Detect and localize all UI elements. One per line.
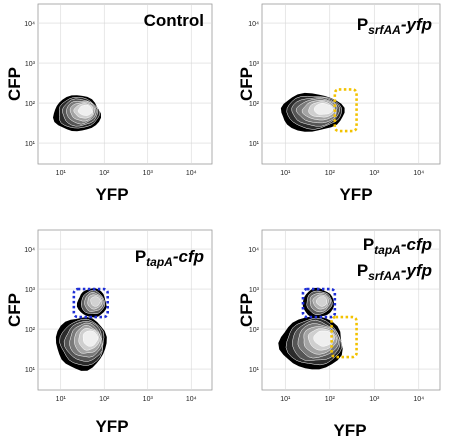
density-contour <box>316 296 328 307</box>
title-text: Control <box>144 11 204 30</box>
title-suffix: -yfp <box>401 261 432 280</box>
panel-title: PsrfAA-yfp <box>357 15 432 37</box>
y-tick-label: 10⁴ <box>24 247 35 254</box>
title-subscript: tapA <box>374 243 401 257</box>
y-tick-label: 10¹ <box>25 367 36 374</box>
title-prefix: P <box>363 235 374 254</box>
gates <box>72 287 109 319</box>
tick-labels: 10¹ 10² 10³ 10⁴ 10¹ 10² 10³ 10⁴ <box>24 247 196 403</box>
title-prefix: P <box>357 15 368 34</box>
y-tick-label: 10³ <box>249 287 260 294</box>
y-axis-label: CFP <box>5 67 24 101</box>
population-main <box>52 95 102 132</box>
population-main <box>280 92 345 132</box>
title-subscript: tapA <box>146 255 173 269</box>
panel-tapA-cfp: 10¹ 10² 10³ 10⁴ 10¹ 10² 10³ 10⁴ PtapA-cfp YFP C… <box>5 229 213 436</box>
x-tick-label: 10⁴ <box>186 396 197 403</box>
density-contour <box>313 330 333 347</box>
panel-tapA-cfp-srfAA-yfp: 10¹ 10² 10³ 10⁴ 10¹ 10² 10³ 10⁴ PtapA-cfp PsrfA… <box>237 229 441 440</box>
populations <box>278 287 343 370</box>
x-tick-label: 10⁴ <box>413 396 424 403</box>
y-tick-label: 10¹ <box>249 367 260 374</box>
x-tick-label: 10² <box>99 170 110 177</box>
tick-labels: 10¹ 10² 10³ 10⁴ 10¹ 10² 10³ 10⁴ <box>24 21 196 177</box>
gate-rectangle <box>301 287 337 319</box>
populations <box>55 288 107 371</box>
population-main <box>55 316 107 371</box>
populations <box>52 95 102 132</box>
x-axis-label: YFP <box>95 185 128 204</box>
x-tick-label: 10¹ <box>280 170 291 177</box>
y-tick-label: 10⁴ <box>248 21 259 28</box>
title-suffix: -cfp <box>401 235 432 254</box>
y-tick-label: 10⁴ <box>248 247 259 254</box>
y-axis-label: CFP <box>237 293 256 327</box>
x-tick-label: 10⁴ <box>413 170 424 177</box>
x-axis-label: YFP <box>339 185 372 204</box>
x-axis-label: YFP <box>95 417 128 436</box>
density-contour <box>313 102 333 115</box>
title-suffix: -yfp <box>401 15 432 34</box>
tick-labels: 10¹ 10² 10³ 10⁴ 10¹ 10² 10³ 10⁴ <box>248 247 424 403</box>
panel-title-line-2: PsrfAA-yfp <box>357 261 432 283</box>
x-tick-label: 10² <box>325 396 336 403</box>
y-tick-label: 10² <box>249 327 260 334</box>
y-axis-label: CFP <box>237 67 256 101</box>
y-tick-label: 10³ <box>25 287 36 294</box>
population-main <box>278 316 343 370</box>
title-subscript: srfAA <box>368 269 401 283</box>
x-tick-label: 10² <box>325 170 336 177</box>
x-tick-label: 10¹ <box>56 396 67 403</box>
gate-rectangle <box>330 315 358 359</box>
density-contour <box>90 296 101 307</box>
gates <box>333 88 358 133</box>
y-tick-label: 10² <box>249 101 260 108</box>
gates <box>301 287 358 359</box>
x-tick-label: 10¹ <box>280 396 291 403</box>
title-prefix: P <box>135 247 146 266</box>
y-axis-label: CFP <box>5 293 24 327</box>
x-axis-label: YFP <box>333 421 366 440</box>
x-tick-label: 10³ <box>369 170 380 177</box>
y-tick-label: 10¹ <box>249 141 260 148</box>
y-tick-label: 10³ <box>25 61 36 68</box>
gridlines <box>38 4 212 164</box>
population-cfp-high <box>76 288 107 318</box>
plot-frame <box>261 229 441 391</box>
gate-rectangle <box>72 287 109 319</box>
panel-title-line-1: PtapA-cfp <box>363 235 432 257</box>
y-tick-label: 10⁴ <box>24 21 35 28</box>
density-contour <box>82 330 99 347</box>
panel-title: PtapA-cfp <box>135 247 204 269</box>
y-tick-label: 10² <box>25 327 36 334</box>
title-subscript: srfAA <box>368 23 401 37</box>
x-tick-label: 10² <box>99 396 110 403</box>
plot-frame <box>261 3 441 165</box>
x-tick-label: 10¹ <box>56 170 67 177</box>
x-tick-label: 10³ <box>369 396 380 403</box>
plot-frame <box>37 3 213 165</box>
population-cfp-high <box>302 287 335 318</box>
panel-title: Control <box>144 11 204 30</box>
y-tick-label: 10¹ <box>25 141 36 148</box>
panel-control: 10¹ 10² 10³ 10⁴ 10¹ 10² 10³ 10⁴ Control YFP CFP <box>5 3 213 204</box>
populations <box>280 92 345 132</box>
density-contour <box>77 104 93 116</box>
gate-rectangle <box>333 88 358 133</box>
x-tick-label: 10³ <box>143 170 154 177</box>
title-suffix: -cfp <box>173 247 204 266</box>
title-prefix: P <box>357 261 368 280</box>
x-tick-label: 10⁴ <box>186 170 197 177</box>
tick-labels: 10¹ 10² 10³ 10⁴ 10¹ 10² 10³ 10⁴ <box>248 21 424 177</box>
x-tick-label: 10³ <box>143 396 154 403</box>
y-tick-label: 10³ <box>249 61 260 68</box>
y-tick-label: 10² <box>25 101 36 108</box>
